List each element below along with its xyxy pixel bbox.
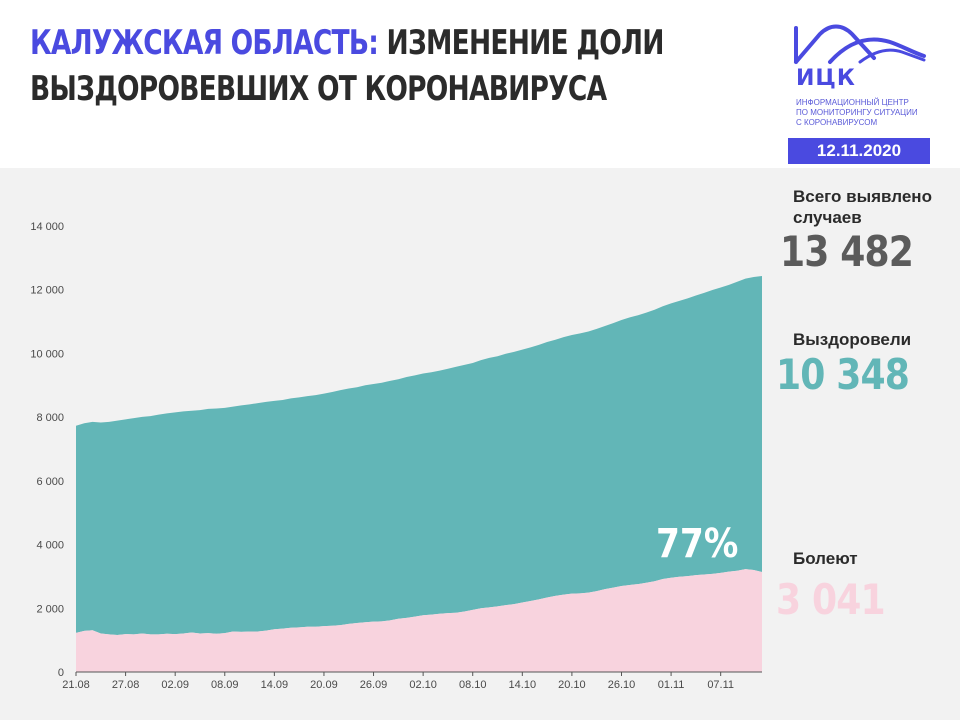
logo-subtitle-2: по мониторингу ситуации	[796, 108, 918, 117]
x-axis: 21.08 27.08 02.09 08.09 14.09 20.09 26.09 02.10…	[62, 671, 762, 691]
chart-areas	[76, 276, 762, 672]
x-tick-label: 08.10	[459, 679, 487, 691]
x-tick-label: 26.10	[608, 679, 636, 691]
x-tick-label: 21.08	[62, 679, 90, 691]
logo-subtitle-3: с коронавирусом	[796, 118, 878, 127]
x-tick-label: 01.11	[658, 679, 685, 691]
area-recovered	[76, 276, 762, 636]
x-tick-label: 14.09	[261, 679, 289, 691]
page-title: Калужская область: изменение доли выздор…	[30, 20, 664, 112]
y-tick-label: 12 000	[30, 285, 64, 297]
y-tick-label: 2 000	[36, 603, 64, 615]
header: Калужская область: изменение доли выздор…	[0, 0, 960, 168]
logo-name: ИЦК	[796, 66, 856, 91]
x-tick-label: 02.09	[161, 679, 189, 691]
x-tick-label: 20.09	[310, 679, 338, 691]
area-sick	[76, 569, 762, 672]
total-label: Всего выявлено случаев	[793, 187, 932, 227]
x-tick-label: 02.10	[409, 679, 437, 691]
total-value: 13 482	[780, 227, 914, 276]
recovered-share: 77%	[656, 521, 739, 567]
x-tick-label: 20.10	[558, 679, 586, 691]
x-tick-label: 26.09	[360, 679, 388, 691]
sick-value: 3 041	[776, 575, 886, 624]
y-tick-label: 0	[58, 667, 64, 679]
title-line-2: выздоровевших от коронавируса	[30, 69, 607, 109]
x-tick-label: 07.11	[707, 679, 734, 691]
y-tick-label: 8 000	[36, 412, 64, 424]
title-rest: изменение доли	[386, 23, 665, 63]
logo-subtitle: Информационный центр по мониторингу ситу…	[796, 98, 946, 128]
title-line-1: Калужская область: изменение доли	[30, 20, 664, 66]
y-tick-label: 6 000	[36, 476, 64, 488]
title-region: Калужская область:	[30, 23, 379, 63]
x-tick-label: 27.08	[112, 679, 140, 691]
date-badge: 12.11.2020	[788, 138, 930, 164]
recovered-label: Выздоровели	[793, 330, 912, 349]
y-tick-label: 14 000	[30, 221, 64, 233]
x-tick-label: 08.09	[211, 679, 239, 691]
recovered-value: 10 348	[776, 350, 910, 399]
logo: ИЦК Информационный центр по мониторингу …	[790, 22, 940, 127]
x-tick-label: 14.10	[509, 679, 537, 691]
y-axis: 0 2 000 4 000 6 000 8 000 10 000 12 000 14 000	[30, 221, 64, 679]
y-tick-label: 10 000	[30, 348, 64, 360]
logo-subtitle-1: Информационный центр	[796, 98, 909, 107]
sick-label: Болеют	[793, 549, 858, 568]
y-tick-label: 4 000	[36, 540, 64, 552]
logo-mountain-icon	[794, 24, 926, 64]
